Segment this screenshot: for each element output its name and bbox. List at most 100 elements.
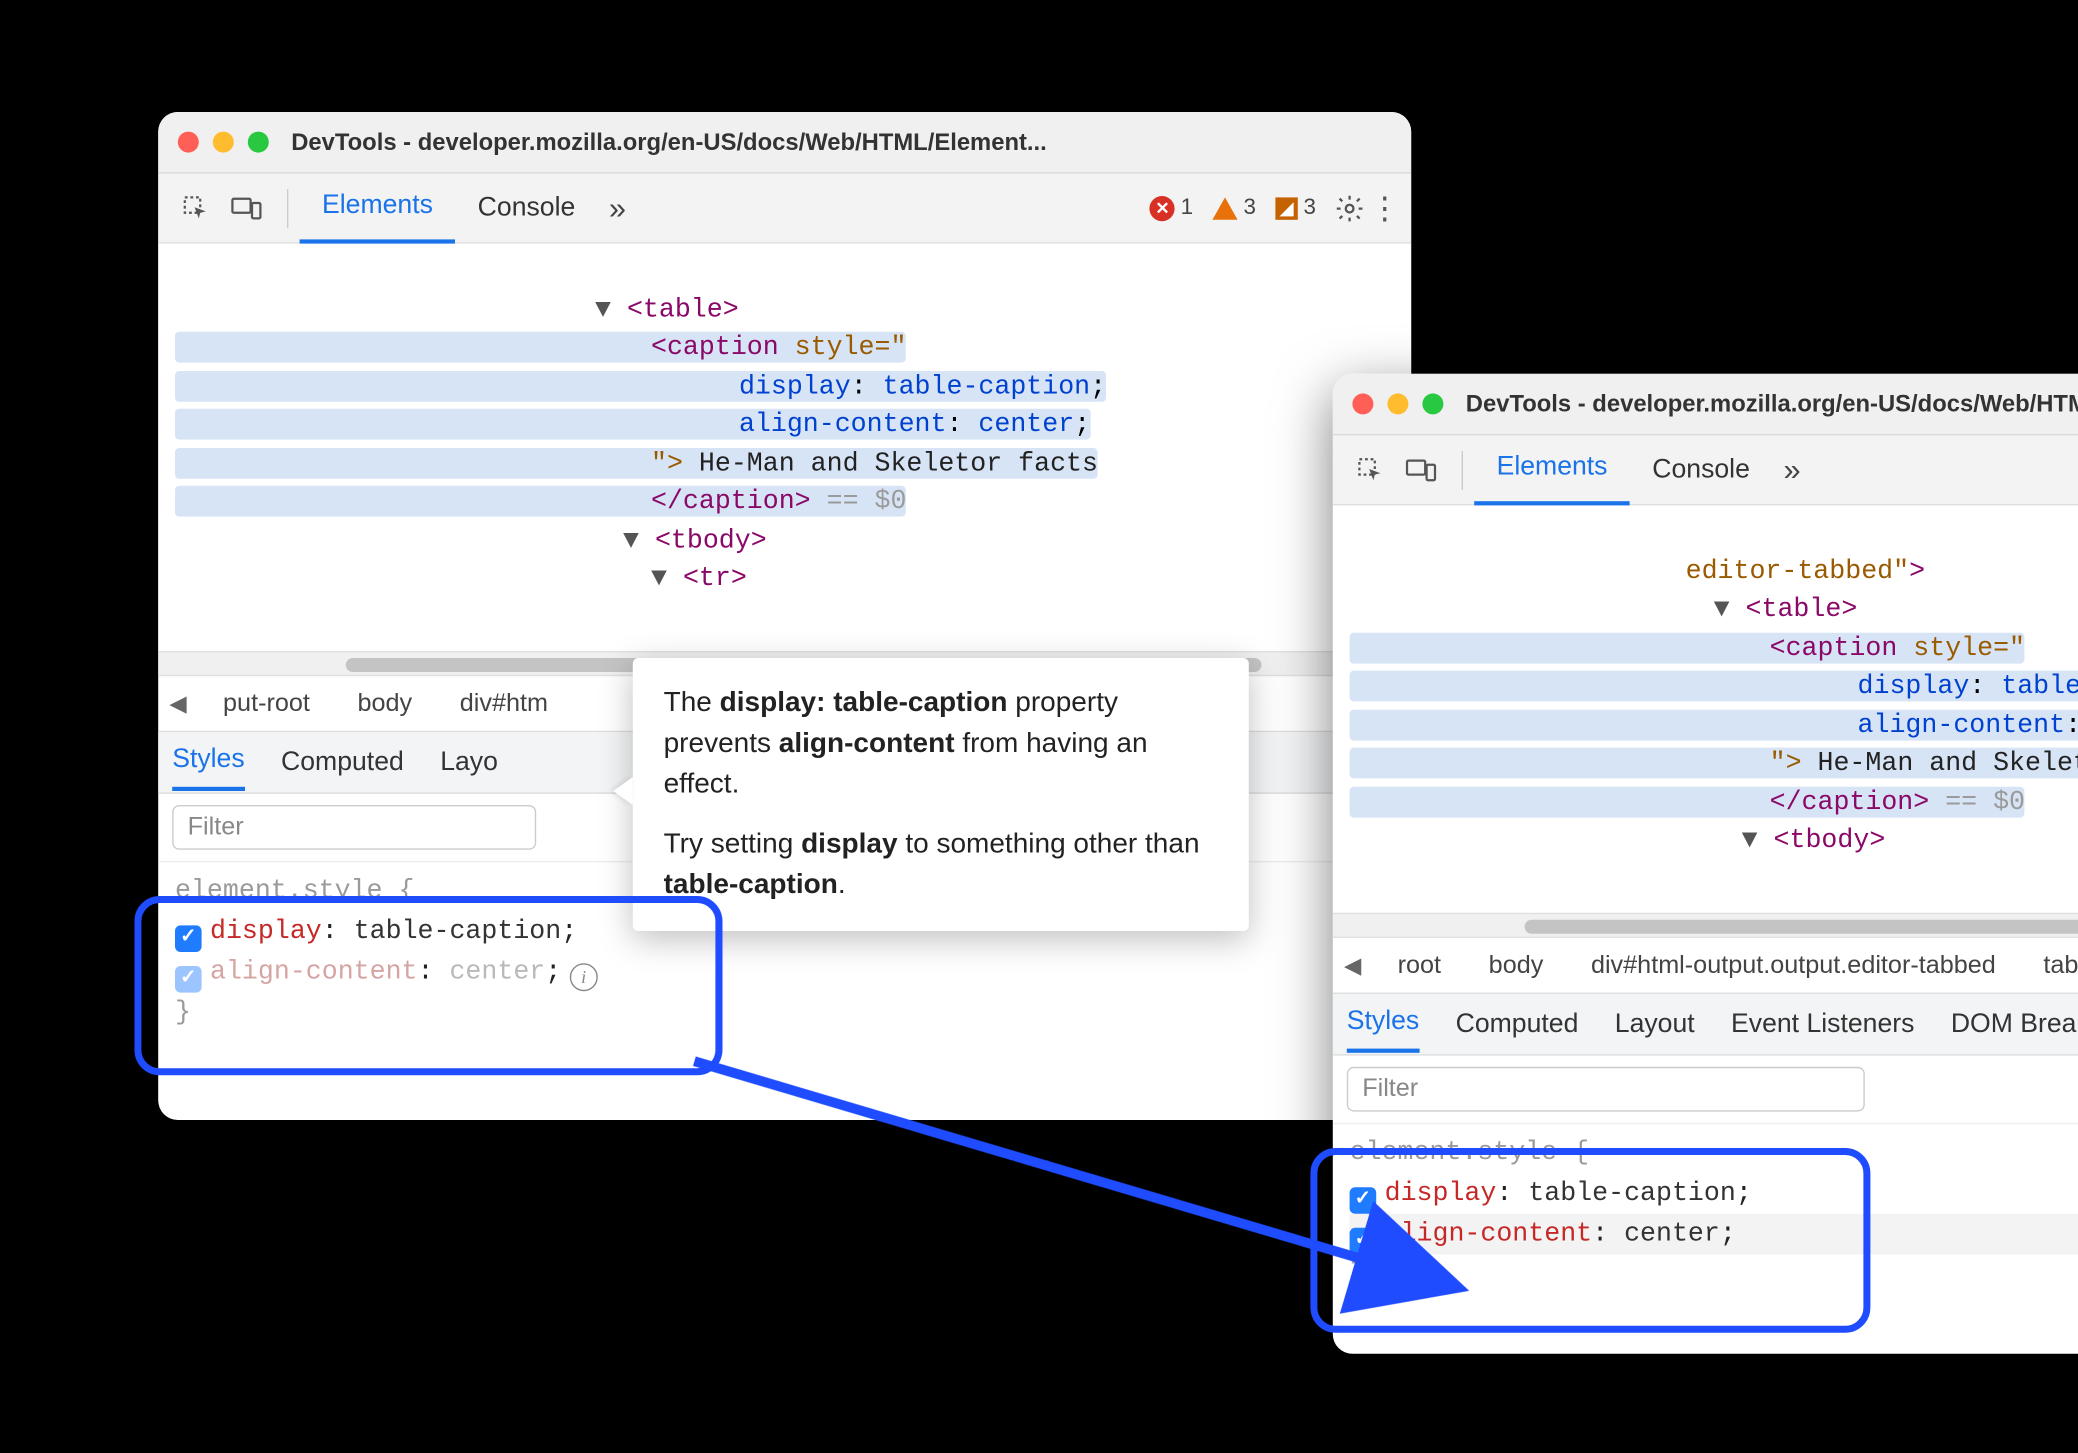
dom-css-val: center xyxy=(978,409,1074,440)
dom-caption-open[interactable]: <caption xyxy=(1770,632,1898,663)
breadcrumb-left-icon[interactable]: ◀ xyxy=(1344,952,1361,980)
expand-arrow-icon[interactable]: ▼ xyxy=(1714,594,1730,625)
dom-text-node[interactable]: He-Man and Skeletor facts xyxy=(699,448,1098,479)
dom-tbody-tag[interactable]: <tbody> xyxy=(655,525,767,556)
dom-selected-marker: == $0 xyxy=(811,486,907,517)
close-light[interactable] xyxy=(178,132,199,153)
styles-tab-styles[interactable]: Styles xyxy=(1347,1007,1419,1053)
expand-arrow-icon[interactable]: ▼ xyxy=(1742,825,1758,856)
rule-prop-display[interactable]: display xyxy=(1385,1177,1497,1208)
window-title: DevTools - developer.mozilla.org/en-US/d… xyxy=(1466,390,2078,418)
devtools-window-left: DevTools - developer.mozilla.org/en-US/d… xyxy=(158,112,1411,1120)
dom-tree[interactable]: ▼ <table> <caption style=" display: tabl… xyxy=(158,244,1411,652)
breadcrumb-left-icon[interactable]: ◀ xyxy=(169,690,186,718)
info-icon[interactable]: i xyxy=(570,963,598,991)
breadcrumb-item[interactable]: table xyxy=(2032,946,2078,987)
dom-caption-close[interactable]: </caption> xyxy=(651,486,811,517)
dom-caption-close[interactable]: </caption> xyxy=(1770,787,1930,818)
dom-caption-open[interactable]: <caption xyxy=(651,332,779,363)
rule-checkbox[interactable]: ✓ xyxy=(175,925,202,952)
dom-text-node[interactable]: He-Man and Skeletor facts xyxy=(1818,748,2078,779)
breadcrumb[interactable]: ◀ root body div#html-output.output.edito… xyxy=(1333,939,2078,995)
dom-css-prop-display: display xyxy=(1858,671,1970,702)
inspect-icon[interactable] xyxy=(175,187,217,229)
tab-console[interactable]: Console xyxy=(1630,435,1772,505)
tab-elements[interactable]: Elements xyxy=(1474,435,1630,505)
toolbar: Elements Console » ✕1 3 ◢3 ⋮ xyxy=(158,174,1411,244)
breadcrumb-item[interactable]: put-root xyxy=(212,684,321,725)
dom-css-prop-display: display xyxy=(739,370,851,401)
error-badge[interactable]: ✕1 xyxy=(1150,195,1193,220)
warning-badge[interactable]: 3 xyxy=(1213,195,1256,220)
inspect-icon[interactable] xyxy=(1350,449,1392,491)
expand-arrow-icon[interactable]: ▼ xyxy=(595,293,611,324)
rule-checkbox-dim[interactable]: ✓ xyxy=(175,966,202,993)
styles-tab-event-listeners[interactable]: Event Listeners xyxy=(1731,1009,1914,1040)
rule-prop-display[interactable]: display xyxy=(210,916,322,947)
rule-close: } xyxy=(1350,1259,1366,1290)
dom-table-tag[interactable]: <table> xyxy=(1746,594,1858,625)
rule-val[interactable]: table-caption xyxy=(1528,1177,1736,1208)
window-title: DevTools - developer.mozilla.org/en-US/d… xyxy=(291,128,1047,156)
dom-tbody-tag[interactable]: <tbody> xyxy=(1774,825,1886,856)
styles-tab-layout[interactable]: Layout xyxy=(1615,1009,1695,1040)
rule-val[interactable]: table-caption xyxy=(354,916,562,947)
traffic-lights xyxy=(1352,393,1443,414)
rule-close: } xyxy=(175,997,191,1028)
property-hint-tooltip: The display: table-caption property prev… xyxy=(633,658,1249,931)
rule-checkbox[interactable]: ✓ xyxy=(1350,1187,1377,1214)
filter-input[interactable]: Filter xyxy=(172,806,536,851)
styles-tab-styles[interactable]: Styles xyxy=(172,745,244,791)
dom-style-attr[interactable]: style=" xyxy=(1897,632,2025,663)
tabs-overflow[interactable]: » xyxy=(1772,452,1812,488)
expand-arrow-icon[interactable]: ▼ xyxy=(651,563,667,594)
rule-selector[interactable]: element.style { xyxy=(175,876,414,907)
device-icon[interactable] xyxy=(225,187,267,229)
dom-table-tag[interactable]: <table> xyxy=(627,293,739,324)
styles-tab-computed[interactable]: Computed xyxy=(1456,1009,1579,1040)
dom-style-attr[interactable]: style=" xyxy=(779,332,907,363)
traffic-lights xyxy=(178,132,269,153)
breadcrumb-item[interactable]: body xyxy=(1477,946,1554,987)
minimize-light[interactable] xyxy=(213,132,234,153)
filter-input[interactable]: Filter xyxy=(1347,1067,1865,1112)
zoom-light[interactable] xyxy=(248,132,269,153)
breadcrumb-item[interactable]: div#htm xyxy=(449,684,560,725)
dom-css-prop-align: align-content xyxy=(739,409,947,440)
scrollbar[interactable] xyxy=(1333,913,2078,938)
flag-badge[interactable]: ◢3 xyxy=(1276,195,1316,220)
gear-icon[interactable] xyxy=(1330,193,1369,224)
toolbar: Elements Console » ✕2 2 ✕2 ⋮ xyxy=(1333,435,2078,505)
tab-console[interactable]: Console xyxy=(455,173,597,243)
rule-prop-align-content[interactable]: align-content xyxy=(210,956,418,987)
dom-selected-marker: == $0 xyxy=(1929,787,2025,818)
zoom-light[interactable] xyxy=(1422,393,1443,414)
rule-val[interactable]: center xyxy=(1624,1218,1720,1249)
issue-badges[interactable]: ✕1 3 ◢3 xyxy=(1150,195,1316,220)
close-light[interactable] xyxy=(1352,393,1373,414)
dom-css-val: table-caption xyxy=(883,370,1091,401)
minimize-light[interactable] xyxy=(1387,393,1408,414)
rule-val[interactable]: center xyxy=(449,956,545,987)
filter-row: Filter :hov .cls xyxy=(1333,1056,2078,1125)
breadcrumb-item[interactable]: div#html-output.output.editor-tabbed xyxy=(1580,946,2007,987)
kebab-icon[interactable]: ⋮ xyxy=(1369,190,1394,226)
titlebar: DevTools - developer.mozilla.org/en-US/d… xyxy=(1333,374,2078,436)
breadcrumb-item[interactable]: body xyxy=(346,684,423,725)
expand-arrow-icon[interactable]: ▼ xyxy=(623,525,639,556)
css-rules[interactable]: element.style { ✓display: table-caption;… xyxy=(1333,1125,2078,1303)
breadcrumb-item[interactable]: root xyxy=(1386,946,1452,987)
styles-tab-dom-breakpoints[interactable]: DOM Breakpoints xyxy=(1951,1009,2078,1040)
rule-prop-align-content[interactable]: align-content xyxy=(1385,1218,1593,1249)
device-icon[interactable] xyxy=(1400,449,1442,491)
titlebar: DevTools - developer.mozilla.org/en-US/d… xyxy=(158,112,1411,174)
dom-css-prop-align: align-content xyxy=(1858,709,2066,740)
dom-tr-tag[interactable]: <tr> xyxy=(683,563,747,594)
styles-tab-layout[interactable]: Layo xyxy=(440,748,498,779)
tabs-overflow[interactable]: » xyxy=(598,190,638,226)
rule-checkbox[interactable]: ✓ xyxy=(1350,1228,1377,1255)
dom-tree[interactable]: editor-tabbed"> ▼ <table> <caption style… xyxy=(1333,505,2078,913)
tab-elements[interactable]: Elements xyxy=(300,173,456,243)
styles-tab-computed[interactable]: Computed xyxy=(281,748,404,779)
styles-tabs: Styles Computed Layout Event Listeners D… xyxy=(1333,995,2078,1057)
